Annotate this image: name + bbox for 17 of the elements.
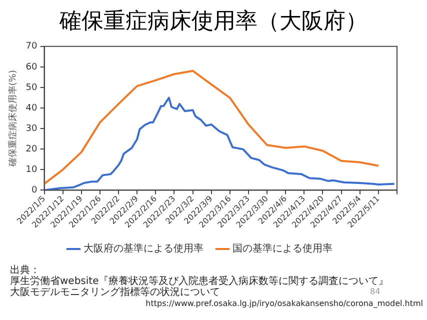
- text: 厚生労働省website『療養状況等及び入院患者受入病床数等に関する調査について』: [10, 276, 390, 287]
- legend-label: 国の基準による使用率: [232, 242, 332, 255]
- text: https://www.pref.osaka.lg.jp/iryo/osakakansensho/corona_model.html: [144, 298, 424, 309]
- y-tick-label: 70: [26, 42, 38, 52]
- y-tick-label: 20: [26, 144, 38, 154]
- y-axis-title: 確保重症病床使用率(%): [8, 70, 19, 168]
- y-tick-label: 30: [26, 124, 38, 134]
- y-tick-label: 40: [26, 103, 38, 114]
- y-tick-label: 60: [26, 62, 38, 72]
- chart-title: 確保重症病床使用率（大阪府）: [58, 8, 368, 36]
- y-tick-label: 10: [26, 165, 38, 176]
- source-note: 出典：: [10, 265, 40, 276]
- legend-label: 大阪府の基準による使用率: [84, 242, 204, 255]
- y-tick-label: 0: [32, 186, 38, 196]
- text: 大阪モデルモニタリング指標等の状況について: [10, 287, 220, 298]
- text: 84: [370, 287, 380, 296]
- y-tick-label: 50: [26, 82, 38, 93]
